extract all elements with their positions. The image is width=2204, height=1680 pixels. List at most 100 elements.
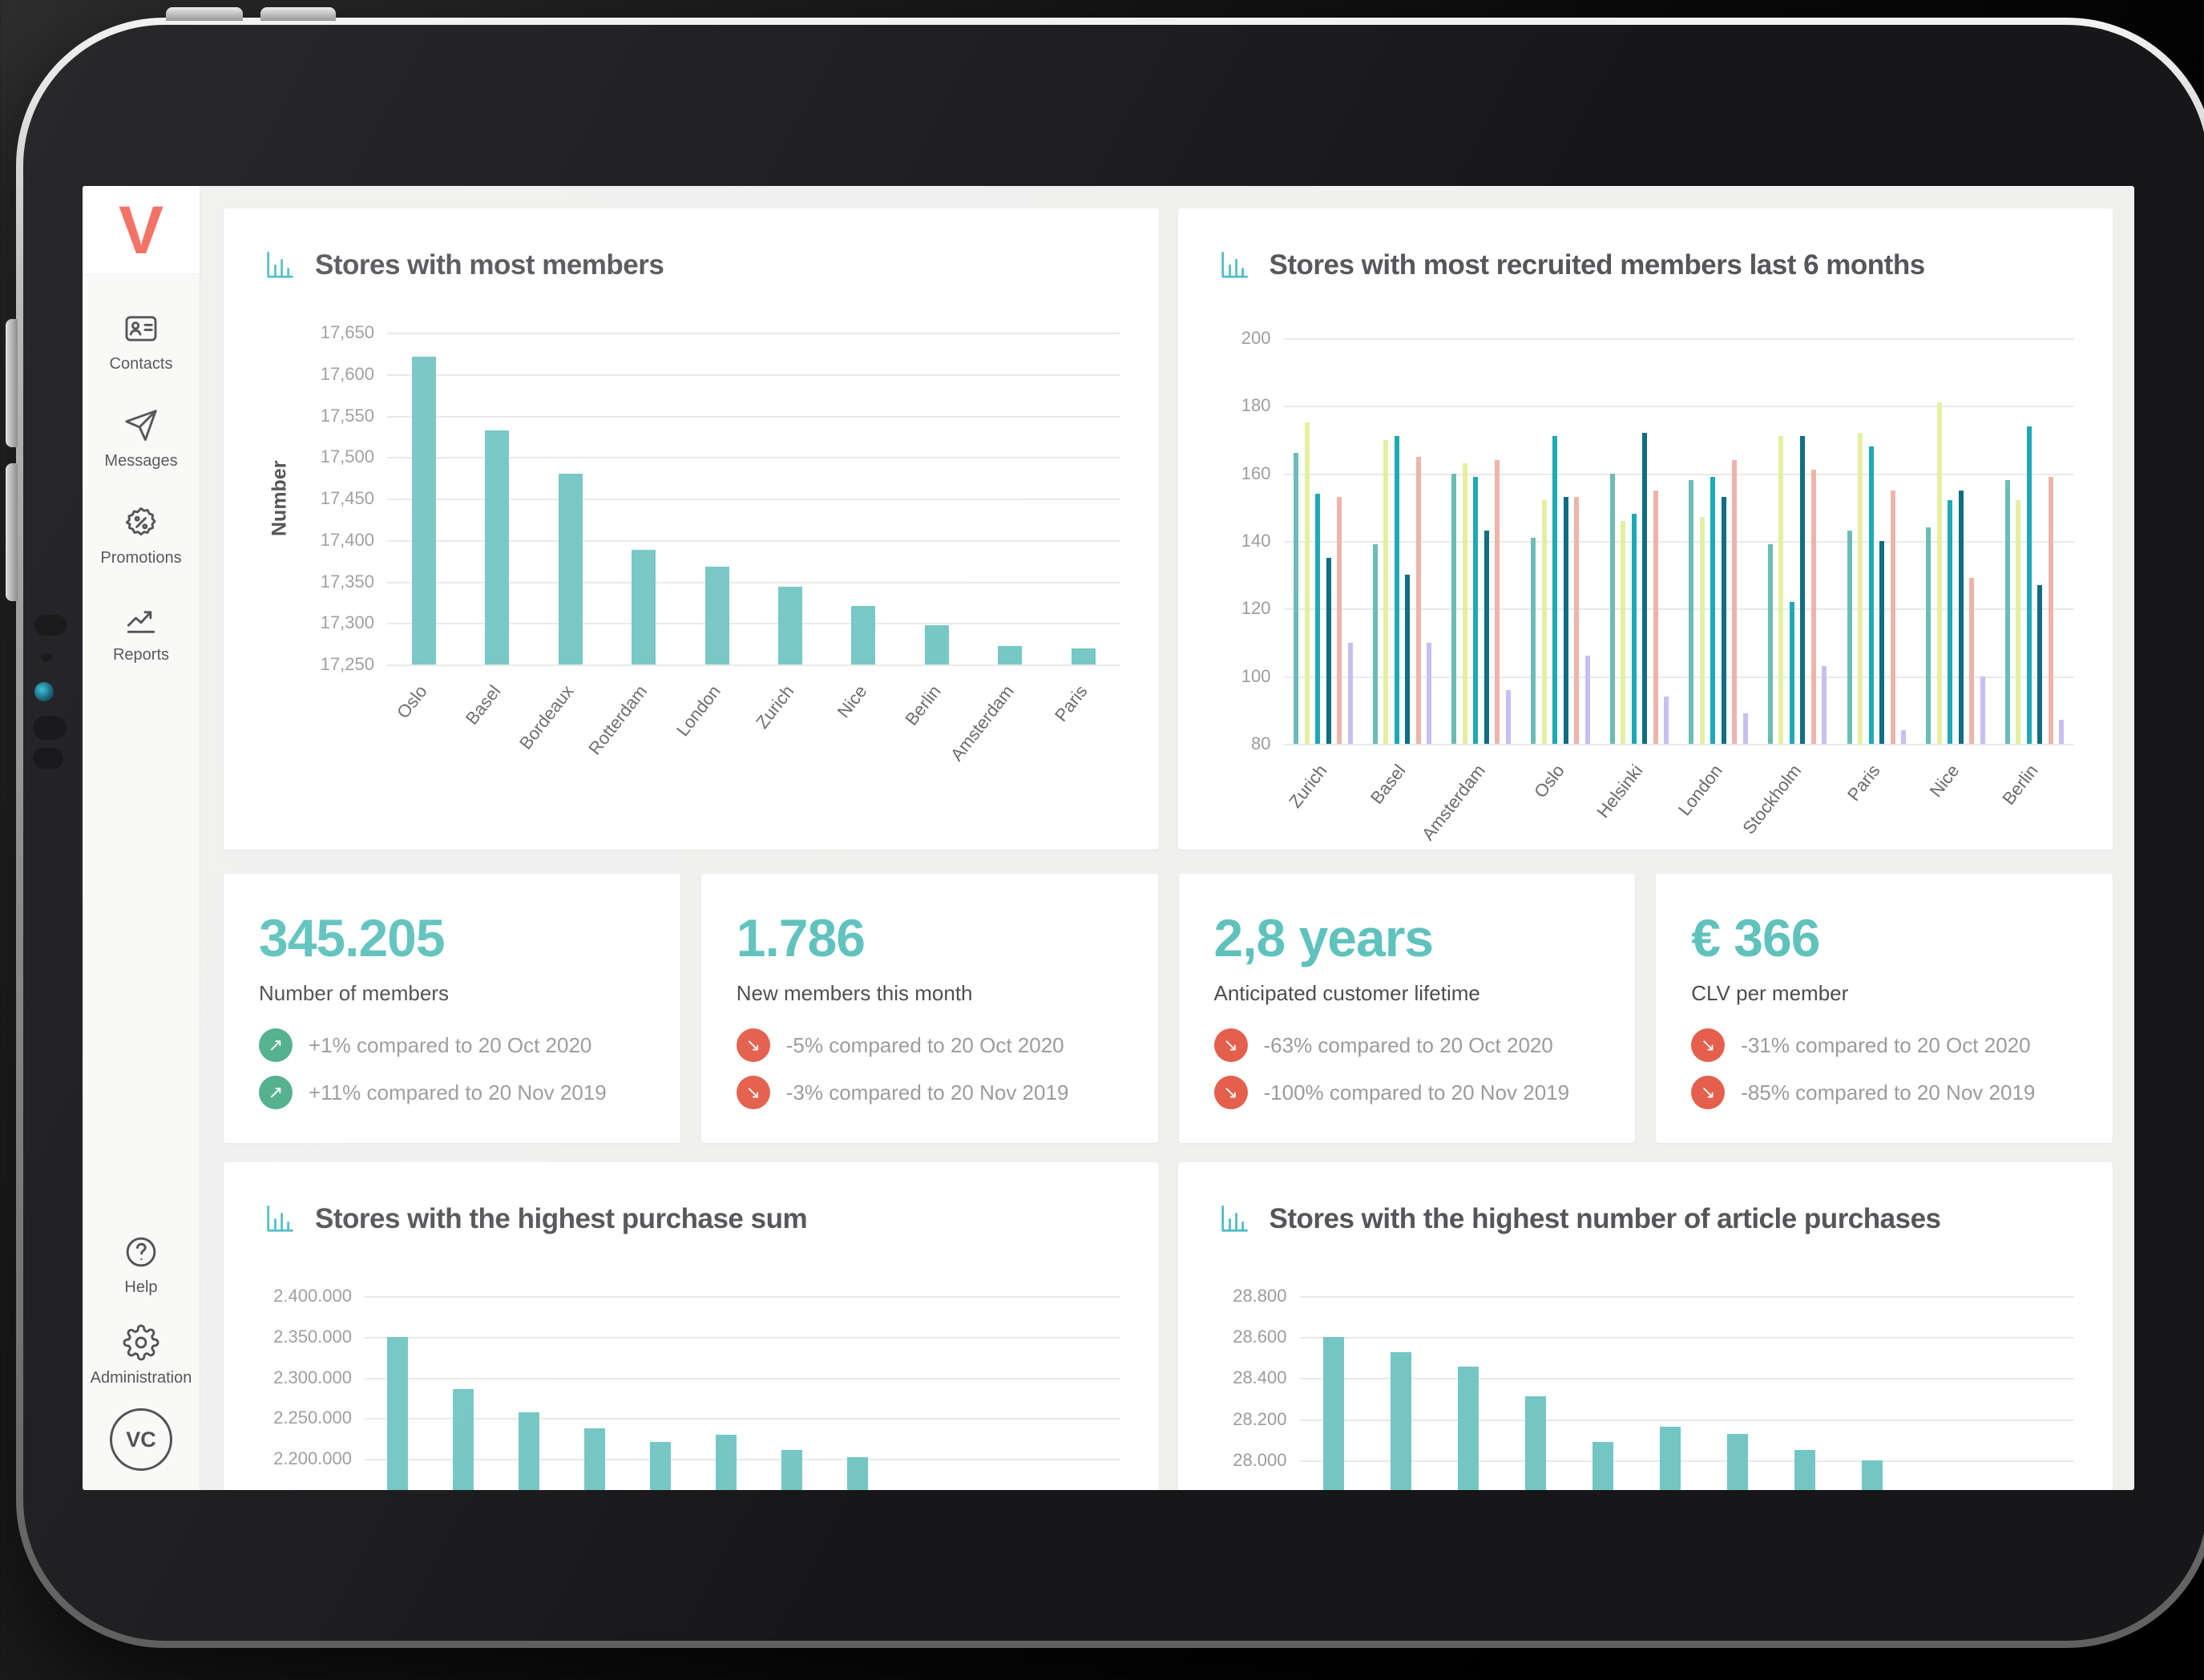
bar[interactable]: [1322, 1337, 1344, 1490]
bar[interactable]: [1541, 500, 1547, 744]
bar[interactable]: [1592, 1441, 1613, 1490]
bar[interactable]: [2048, 476, 2053, 744]
bar[interactable]: [1800, 436, 1806, 744]
bar[interactable]: [1609, 473, 1615, 744]
bar[interactable]: [1699, 517, 1705, 744]
bar[interactable]: [1427, 642, 1432, 744]
bar[interactable]: [1948, 500, 1953, 744]
bar[interactable]: [781, 1450, 802, 1490]
bar[interactable]: [1689, 480, 1694, 744]
bar[interactable]: [1858, 433, 1863, 744]
bar[interactable]: [1879, 541, 1885, 744]
gridline: [1299, 1296, 2074, 1298]
bar[interactable]: [1732, 459, 1738, 744]
bar[interactable]: [1584, 656, 1590, 744]
bar[interactable]: [1326, 558, 1331, 744]
bar[interactable]: [1531, 537, 1536, 744]
bar[interactable]: [1778, 436, 1784, 744]
bar[interactable]: [583, 1428, 605, 1490]
bar[interactable]: [1742, 713, 1748, 744]
bar[interactable]: [1495, 459, 1500, 744]
bar[interactable]: [1462, 463, 1467, 744]
sidebar-item-reports[interactable]: Reports: [113, 601, 169, 664]
bar[interactable]: [1304, 422, 1310, 744]
bar[interactable]: [851, 605, 876, 664]
chart-card-purchase-sum: Stores with the highest purchase sum 2.4…: [224, 1162, 1159, 1490]
bar[interactable]: [1415, 456, 1421, 744]
bar[interactable]: [2059, 720, 2065, 744]
bar[interactable]: [1969, 578, 1975, 744]
sidebar-item-promotions[interactable]: Promotions: [100, 504, 182, 567]
sidebar-item-contacts[interactable]: Contacts: [110, 310, 172, 374]
bar[interactable]: [518, 1412, 539, 1490]
bar[interactable]: [1457, 1366, 1479, 1490]
bar[interactable]: [386, 1336, 408, 1490]
bar[interactable]: [452, 1388, 474, 1490]
bar[interactable]: [1394, 436, 1399, 744]
bar[interactable]: [1847, 531, 1852, 744]
bar[interactable]: [704, 566, 729, 664]
bar[interactable]: [485, 430, 510, 664]
bar[interactable]: [1794, 1450, 1815, 1490]
user-avatar[interactable]: VC: [110, 1408, 172, 1471]
bar[interactable]: [632, 550, 656, 664]
bar[interactable]: [1405, 575, 1411, 744]
bar[interactable]: [2004, 480, 2010, 744]
bar[interactable]: [1563, 497, 1568, 744]
bar[interactable]: [1631, 514, 1637, 744]
bar[interactable]: [1483, 531, 1489, 744]
app-logo[interactable]: V: [83, 186, 200, 275]
bar[interactable]: [1822, 666, 1827, 744]
bar[interactable]: [1810, 470, 1816, 744]
bar[interactable]: [777, 586, 802, 664]
bar[interactable]: [1552, 436, 1558, 744]
sidebar-item-administration[interactable]: Administration: [91, 1324, 192, 1387]
bar[interactable]: [1721, 497, 1726, 744]
sidebar-item-help[interactable]: Help: [123, 1234, 159, 1297]
bar[interactable]: [1372, 544, 1378, 744]
bar[interactable]: [1861, 1460, 1883, 1490]
bar[interactable]: [558, 473, 583, 664]
bar[interactable]: [1337, 497, 1342, 744]
bar[interactable]: [1347, 642, 1353, 744]
bar[interactable]: [715, 1434, 737, 1490]
bar[interactable]: [649, 1441, 671, 1490]
bar[interactable]: [1936, 402, 1942, 744]
bar[interactable]: [411, 357, 436, 664]
bar[interactable]: [1505, 689, 1511, 744]
bar[interactable]: [1659, 1427, 1681, 1490]
bar[interactable]: [1524, 1396, 1546, 1490]
bar[interactable]: [1926, 527, 1932, 744]
bar[interactable]: [1315, 493, 1321, 744]
bar[interactable]: [1071, 648, 1096, 664]
bar[interactable]: [1958, 490, 1964, 744]
bar[interactable]: [1451, 473, 1457, 744]
bar[interactable]: [1664, 696, 1669, 744]
bar[interactable]: [2026, 426, 2032, 744]
bar[interactable]: [1390, 1351, 1411, 1490]
bar[interactable]: [1653, 490, 1658, 744]
bar[interactable]: [2037, 584, 2043, 744]
bar[interactable]: [1642, 433, 1648, 744]
bar[interactable]: [998, 646, 1023, 664]
bar[interactable]: [846, 1457, 868, 1490]
bar[interactable]: [2016, 500, 2021, 744]
bar[interactable]: [1726, 1434, 1748, 1490]
bar[interactable]: [1473, 476, 1479, 744]
y-tick-label: 28.800: [1233, 1286, 1287, 1306]
sidebar-item-messages[interactable]: Messages: [104, 407, 178, 470]
bar[interactable]: [1574, 497, 1580, 744]
bar[interactable]: [1383, 439, 1389, 744]
bar[interactable]: [1767, 544, 1773, 744]
bar[interactable]: [1890, 490, 1895, 744]
bar[interactable]: [1621, 520, 1626, 744]
bar[interactable]: [1980, 676, 1985, 744]
chart-header: Stores with the highest number of articl…: [1217, 1198, 2075, 1240]
bar[interactable]: [924, 625, 949, 664]
bar[interactable]: [1789, 601, 1794, 744]
bar[interactable]: [1294, 453, 1299, 744]
arrow-down-right-icon: ↘: [1691, 1028, 1726, 1062]
bar[interactable]: [1901, 730, 1907, 744]
bar[interactable]: [1868, 446, 1874, 744]
bar[interactable]: [1710, 476, 1716, 744]
